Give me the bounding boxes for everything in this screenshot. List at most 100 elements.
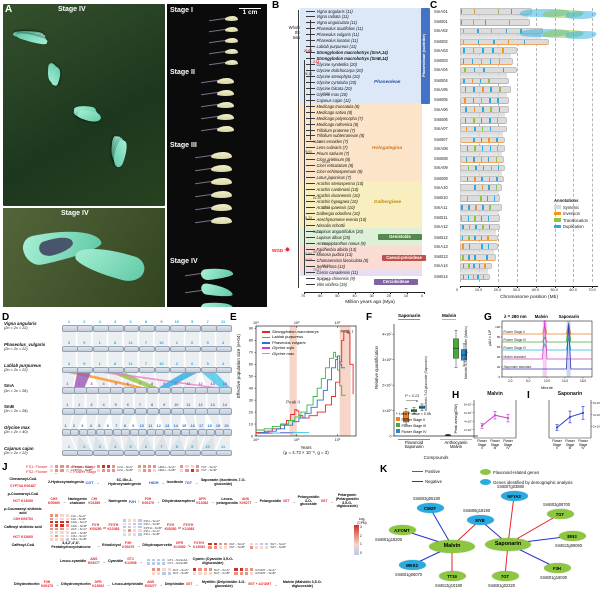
species-row: Lens culinaris (7) [306, 145, 348, 151]
d-chromosome [172, 429, 182, 436]
c-legend-label: Inversion [563, 211, 580, 216]
heat-row-label: 5GT→SmB* [270, 545, 287, 550]
x-cat-label: Flower Stage II [473, 439, 491, 451]
log2cpm-colorbar: Log₂ (CPM) 3 2 1 0 [354, 517, 370, 555]
heatmap-row: GT1→SmSubB [145, 560, 187, 566]
d-chrom-number: 11 [186, 402, 191, 408]
variant-stripe [473, 107, 476, 112]
flower-bud [225, 16, 238, 21]
enzyme: F3H K00475 [41, 581, 53, 588]
metabolite: Dihydroquercetin [142, 542, 173, 547]
branch-line [306, 75, 315, 77]
photo-stage-label: Stage IV [61, 210, 89, 217]
d-chrom-number: 2 [175, 360, 178, 366]
f-legend-chip [396, 416, 400, 421]
f-legend-item: Flower Stage III [396, 422, 431, 429]
heat-row-label: F3'H→SmB* [143, 532, 160, 537]
d-chrom-number: 7 [144, 339, 148, 345]
d-chrom-number: 6 [191, 339, 194, 345]
heatmap-row: HIDH→SmB* [136, 467, 176, 473]
colorbar-tick: 0 [360, 550, 362, 555]
branch-line [306, 218, 315, 220]
heat-cell [243, 570, 249, 576]
svg-text:10.0: 10.0 [544, 379, 550, 383]
panel-chromatogram: G 0 20 40 60 80 100 2.0 6.0 10.0 14.0 18.0 Flower S… [484, 312, 600, 392]
branch-line [306, 81, 315, 83]
branch-line [306, 58, 315, 60]
k-node-Saponarin: Saponarin [485, 537, 531, 551]
species-row: Lablab purpureus (11) [306, 44, 356, 50]
chrom-label: SmB09 [434, 175, 448, 181]
arrow-down-icon: ↘ [187, 543, 192, 549]
f-xgroup-2: Saponarin [404, 444, 424, 450]
e-legend: Strongylodon macrobotrys Lablab purpureus… [262, 329, 319, 356]
metabolite: Eriodictyol [102, 542, 121, 547]
node-age: 38.76 [322, 206, 330, 210]
chrom-label: SmA13 [434, 243, 448, 249]
branch-line [306, 135, 315, 137]
chrom-label: SmB03 [434, 58, 448, 64]
heat-cell [238, 570, 244, 576]
d-chromosome [110, 408, 123, 415]
svg-text:18.0: 18.0 [580, 379, 586, 383]
d-chrom-number: 20 [224, 423, 229, 428]
heat-cell [64, 536, 70, 542]
c-axis-tick: 60.0 [569, 288, 577, 292]
enzyme: CGT [85, 481, 93, 485]
d-chromosome [169, 449, 186, 457]
enzyme-name: F3'5'H [194, 541, 204, 546]
d-chrom-number: 2 [78, 402, 81, 408]
svg-text:4×10⁷: 4×10⁷ [593, 413, 600, 417]
metabolite: Malvin (Malvidin 3,5-O-diglucoside) [282, 580, 322, 588]
panel-label-e: E [230, 312, 237, 323]
chrom-label: SmB08 [434, 156, 448, 162]
c-axis-tickmark [573, 286, 575, 288]
clade-band-Hologalegina [300, 103, 422, 181]
branch-line [306, 22, 315, 24]
c-gridline [554, 8, 556, 282]
heat-cell [202, 570, 208, 576]
photo-inflorescence: Stage IV A [3, 4, 165, 206]
enzyme-name: 5GT + A3'OMT [248, 581, 272, 586]
species-row: Medicago ruthenica (8) [306, 121, 358, 127]
d-chrom-number: 2 [83, 443, 86, 449]
tree-spine [298, 10, 299, 288]
d-chromosome [216, 449, 232, 457]
svg-text:10⁴: 10⁴ [253, 321, 259, 325]
heat-cell [64, 467, 70, 473]
variant-stripe [482, 87, 484, 92]
species-name: Aeschynomene evenia (10) [316, 216, 367, 222]
d-chrom-number: 11 [221, 443, 226, 449]
chromosome-bar-a [460, 125, 508, 133]
enzyme-ko: K13083 [107, 526, 120, 531]
chrom-label: SmB06 [434, 117, 448, 122]
heat-row-label: CYP73A→SmB* [70, 468, 93, 473]
c-legend-item: Syntenic [554, 205, 588, 210]
x-cat-line: II [556, 446, 558, 451]
species-row: Mimosa pudica (13) [306, 252, 352, 258]
variant-stripe [461, 216, 463, 221]
x-cat-label: Flower Stage IV [499, 439, 517, 451]
k-node-7GT: 7GT [546, 509, 574, 519]
variant-stripe [471, 78, 474, 84]
heat-cell [258, 544, 265, 550]
f-legend-label: Flower Stage II [401, 417, 426, 422]
d-chrom-number: 19 [215, 423, 221, 428]
d-chromosome [195, 387, 208, 394]
variant-stripe [498, 107, 501, 112]
d-chrom-number: 9 [163, 402, 166, 408]
d-chromosome [169, 366, 186, 374]
k-legend-demographic: Genes identified by demographic analysis [480, 479, 573, 485]
synteny-ribbon [460, 13, 529, 19]
k-legend-flavonoid: Flavonoid-related genes [480, 469, 539, 475]
e-chart: 010203040506070809010⁴10⁴10⁵10⁵10⁶10⁶Pea… [249, 321, 357, 442]
heatmap-row: 5GT→SmB* [248, 544, 287, 550]
species-name: Cercis canadensis (11) [316, 270, 359, 276]
chrom-label: SmB05 [434, 97, 448, 103]
svg-text:80: 80 [249, 339, 253, 343]
svg-text:40: 40 [497, 355, 501, 359]
species-row: Dalbergia odorifera (10) [306, 210, 360, 216]
pathway-row: Dihydrotricetin F3H K00475 → Dihydromyriceti… [14, 580, 325, 589]
chrom-label: SmB07 [434, 136, 448, 142]
stage-label: Stage I [170, 7, 193, 14]
